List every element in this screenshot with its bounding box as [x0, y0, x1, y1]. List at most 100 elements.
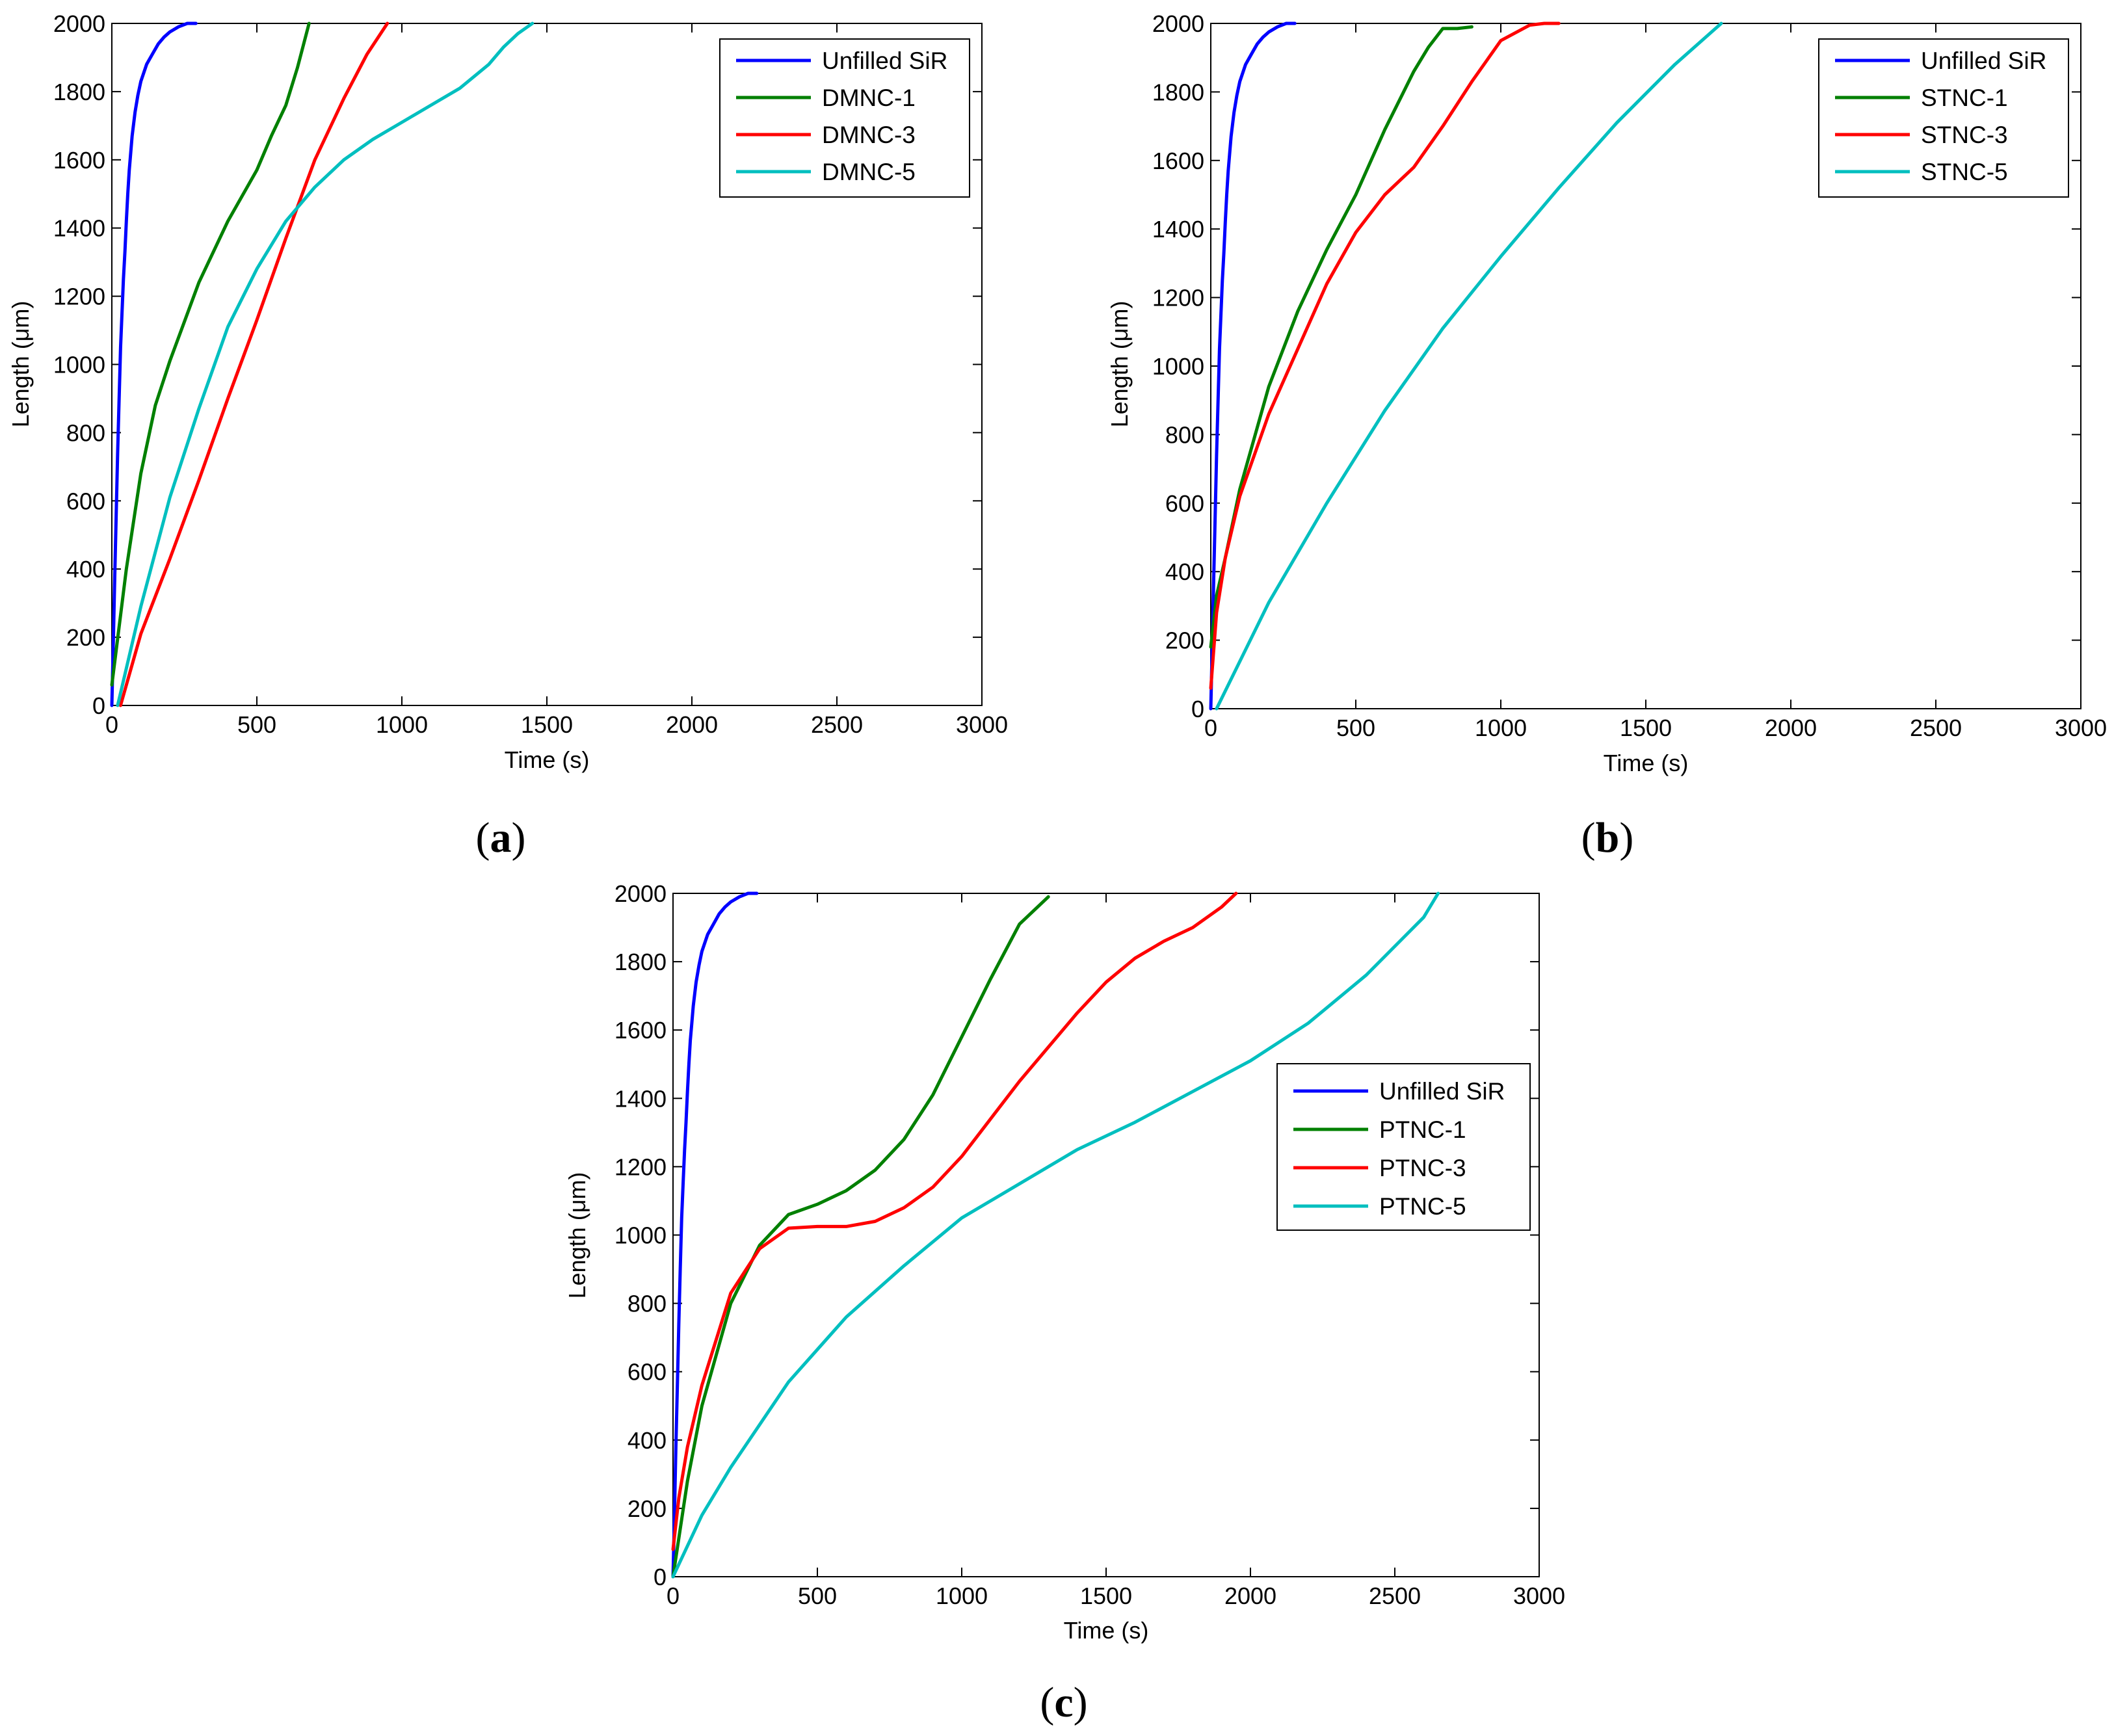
y-tick-label: 1800: [1152, 79, 1204, 105]
x-tick-label: 2500: [811, 711, 863, 738]
legend-label: STNC-3: [1921, 122, 2008, 148]
legend-a: Unfilled SiR DMNC-1 DMNC-3 DMNC-5: [719, 38, 970, 198]
panel-letter-b: b: [1596, 814, 1620, 861]
y-tick-label: 1400: [614, 1085, 667, 1112]
y-tick-label: 1800: [614, 949, 667, 975]
y-tick-label: 1200: [614, 1153, 667, 1180]
legend-label: PTNC-1: [1379, 1116, 1466, 1143]
panel-a: 0 500 1000 1500 2000 2500 3000 0 200 400 600 800 10…: [7, 10, 1008, 861]
x-tick-label: 1000: [376, 711, 428, 738]
x-tick-label: 0: [1204, 715, 1217, 741]
y-tick-label: 1600: [53, 147, 105, 174]
panel-label-a: (a): [476, 814, 526, 861]
y-tick-label: 0: [654, 1564, 667, 1590]
y-tick-label: 1600: [614, 1017, 667, 1044]
legend-c: Unfilled SiR PTNC-1 PTNC-3 PTNC-5: [1276, 1063, 1531, 1231]
y-tick-label: 800: [66, 419, 105, 446]
series-line-ptnc-1: [671, 895, 1050, 1579]
y-tick-label: 200: [1165, 627, 1204, 654]
series-line-ptnc-5: [671, 891, 1440, 1579]
y-tick-label: 2000: [1152, 10, 1204, 37]
y-tick-label: 1400: [53, 215, 105, 242]
panel-b: 0 500 1000 1500 2000 2500 3000 0 200 400 600 800 10…: [1106, 10, 2107, 861]
x-tick-label: 3000: [1513, 1583, 1565, 1609]
x-tick-label: 500: [798, 1583, 837, 1609]
y-tick-label: 200: [628, 1495, 667, 1522]
x-tick-label: 1000: [1475, 715, 1527, 741]
x-tick-label: 500: [1336, 715, 1375, 741]
x-tick-label: 2500: [1910, 715, 1962, 741]
y-tick-label: 1600: [1152, 148, 1204, 174]
legend-label: Unfilled SiR: [822, 47, 947, 74]
y-tick-label: 200: [66, 624, 105, 651]
x-tick-label: 1000: [936, 1583, 988, 1609]
legend-entries-a: Unfilled SiR DMNC-1 DMNC-3 DMNC-5: [736, 47, 947, 185]
panel-letter-a: a: [490, 814, 512, 861]
panel-label-c: (c): [1040, 1679, 1087, 1726]
legend-b: Unfilled SiR STNC-1 STNC-3 STNC-5: [1818, 38, 2069, 198]
x-tick-label: 1500: [521, 711, 573, 738]
y-tick-label: 400: [1165, 559, 1204, 585]
series-layer-c: [671, 891, 1440, 1579]
plot-area-c: [672, 893, 1540, 1577]
y-tick-label: 0: [92, 692, 105, 719]
x-axis-label-c: Time (s): [1064, 1617, 1149, 1644]
x-ticks-a: 0 500 1000 1500 2000 2500 3000: [105, 23, 1008, 738]
legend-label: Unfilled SiR: [1921, 47, 2046, 74]
panel-label-b: (b): [1581, 814, 1634, 861]
x-axis-label-b: Time (s): [1604, 750, 1689, 776]
panel-letter-c: c: [1054, 1679, 1073, 1726]
x-tick-label: 3000: [2055, 715, 2107, 741]
y-tick-label: 800: [1165, 421, 1204, 448]
series-line-dmnc-5: [116, 21, 535, 707]
legend-label: STNC-1: [1921, 85, 2008, 111]
legend-label: DMNC-3: [822, 122, 916, 148]
y-axis-label-a: Length (μm): [7, 301, 34, 428]
y-tick-label: 1000: [1152, 353, 1204, 380]
x-tick-label: 0: [667, 1583, 680, 1609]
y-axis-label-b: Length (μm): [1106, 301, 1133, 428]
x-ticks-c: 0 500 1000 1500 2000 2500 3000: [667, 893, 1565, 1609]
y-tick-label: 1000: [53, 352, 105, 378]
x-tick-label: 0: [105, 711, 118, 738]
legend-label: STNC-5: [1921, 159, 2008, 185]
x-tick-label: 2000: [666, 711, 718, 738]
x-tick-label: 3000: [956, 711, 1008, 738]
series-line-ptnc-3: [671, 891, 1238, 1551]
y-tick-label: 2000: [53, 10, 105, 37]
legend-label: PTNC-3: [1379, 1155, 1466, 1181]
y-axis-label-c: Length (μm): [564, 1172, 590, 1299]
x-axis-label-a: Time (s): [505, 746, 590, 773]
series-layer-b: [1209, 21, 1723, 711]
series-line-stnc-5: [1215, 21, 1723, 711]
series-line-dmnc-1: [110, 21, 311, 687]
legend-entries-b: Unfilled SiR STNC-1 STNC-3 STNC-5: [1835, 47, 2046, 185]
legend-label: PTNC-5: [1379, 1193, 1466, 1220]
y-ticks-c: 0 200 400 600 800 1000 1200 1400 1600 1800 2000: [614, 880, 1539, 1590]
series-line-stnc-3: [1209, 21, 1561, 690]
y-tick-label: 1400: [1152, 216, 1204, 243]
x-tick-label: 1500: [1620, 715, 1672, 741]
y-tick-label: 600: [1165, 490, 1204, 517]
legend-label: DMNC-1: [822, 85, 916, 111]
x-tick-label: 500: [237, 711, 276, 738]
y-tick-label: 600: [628, 1359, 667, 1386]
series-line-unfilled-sir: [110, 21, 198, 707]
y-tick-label: 2000: [614, 880, 667, 907]
series-line-unfilled-sir: [1209, 21, 1297, 711]
y-tick-label: 800: [628, 1291, 667, 1317]
y-tick-label: 1200: [53, 283, 105, 310]
y-tick-label: 400: [628, 1427, 667, 1454]
x-ticks-b: 0 500 1000 1500 2000 2500 3000: [1204, 23, 2107, 741]
x-tick-label: 2000: [1765, 715, 1817, 741]
series-line-unfilled-sir: [671, 891, 759, 1579]
y-tick-label: 1000: [614, 1222, 667, 1249]
x-tick-label: 1500: [1080, 1583, 1132, 1609]
y-tick-label: 400: [66, 556, 105, 583]
legend-label: DMNC-5: [822, 159, 916, 185]
y-tick-label: 600: [66, 488, 105, 514]
y-tick-label: 1200: [1152, 285, 1204, 311]
legend-entries-c: Unfilled SiR PTNC-1 PTNC-3 PTNC-5: [1293, 1078, 1505, 1220]
x-tick-label: 2500: [1369, 1583, 1421, 1609]
